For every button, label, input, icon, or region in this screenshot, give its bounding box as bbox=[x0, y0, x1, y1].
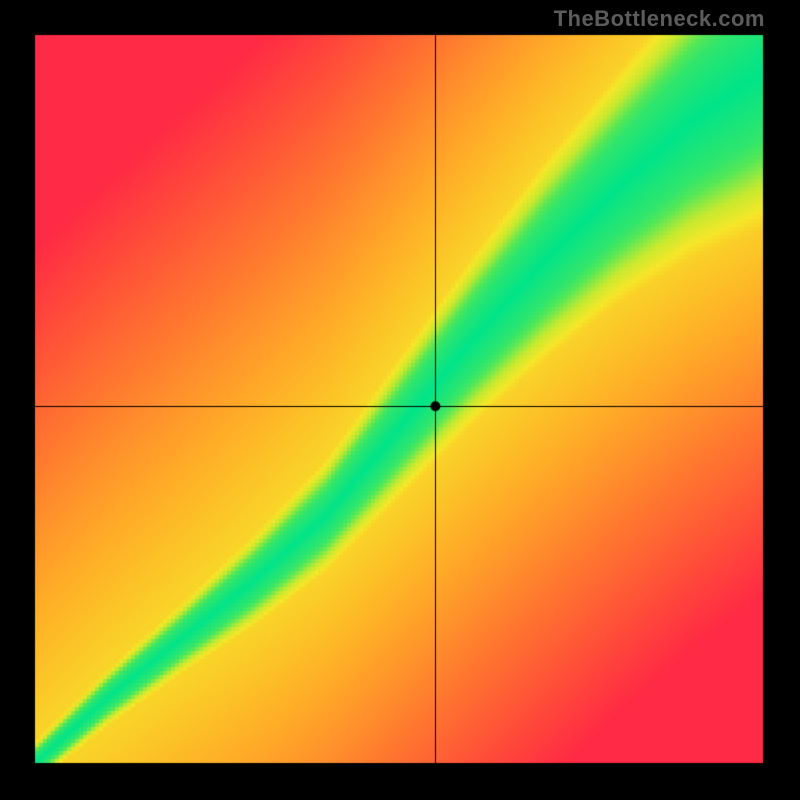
watermark-text: TheBottleneck.com bbox=[554, 6, 765, 32]
chart-container: TheBottleneck.com bbox=[0, 0, 800, 800]
overlay-canvas bbox=[0, 0, 800, 800]
